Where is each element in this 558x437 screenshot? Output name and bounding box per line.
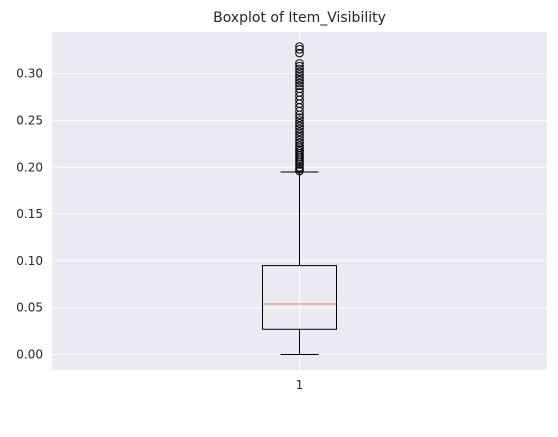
outlier-point <box>295 61 304 71</box>
outlier-point <box>295 70 304 79</box>
outlier-point <box>295 42 304 51</box>
y-tick-label: 0.00 <box>16 348 43 362</box>
chart-title: Boxplot of Item_Visibility <box>213 10 386 26</box>
y-tick-label: 0.15 <box>16 207 43 221</box>
outlier-point <box>295 64 304 74</box>
outlier-point <box>295 81 304 91</box>
outlier-point <box>295 138 304 148</box>
outlier-point <box>295 67 304 77</box>
y-tick-label: 0.10 <box>16 254 43 268</box>
outlier-point <box>295 88 304 97</box>
outlier-point <box>295 73 304 82</box>
outlier-point <box>295 141 304 151</box>
y-tick-label: 0.20 <box>16 160 43 174</box>
x-tick-label: 1 <box>296 378 304 392</box>
y-axis-ticks: 0.00 0.05 0.10 0.15 0.20 0.25 0.30 <box>16 67 43 362</box>
iqr-box <box>262 265 337 330</box>
outlier-point <box>295 116 304 125</box>
outliers <box>295 42 304 176</box>
outlier-point <box>295 127 304 137</box>
outlier-point <box>295 75 304 85</box>
outlier-point <box>295 78 304 88</box>
outlier-point <box>295 48 304 58</box>
y-tick-label: 0.05 <box>16 301 43 315</box>
outlier-point <box>295 45 304 54</box>
x-axis-ticks: 1 <box>296 378 304 392</box>
outlier-point <box>295 135 304 145</box>
outlier-point <box>295 130 304 139</box>
outlier-point <box>295 118 304 128</box>
outlier-point <box>295 113 304 122</box>
outlier-point <box>295 162 304 172</box>
outlier-point <box>295 121 304 131</box>
y-tick-label: 0.30 <box>16 67 43 81</box>
outlier-point <box>295 124 304 134</box>
box-plot <box>262 171 337 356</box>
outlier-point <box>295 59 304 68</box>
outlier-point <box>295 133 304 142</box>
outlier-point <box>295 84 304 93</box>
y-tick-label: 0.25 <box>16 113 43 127</box>
